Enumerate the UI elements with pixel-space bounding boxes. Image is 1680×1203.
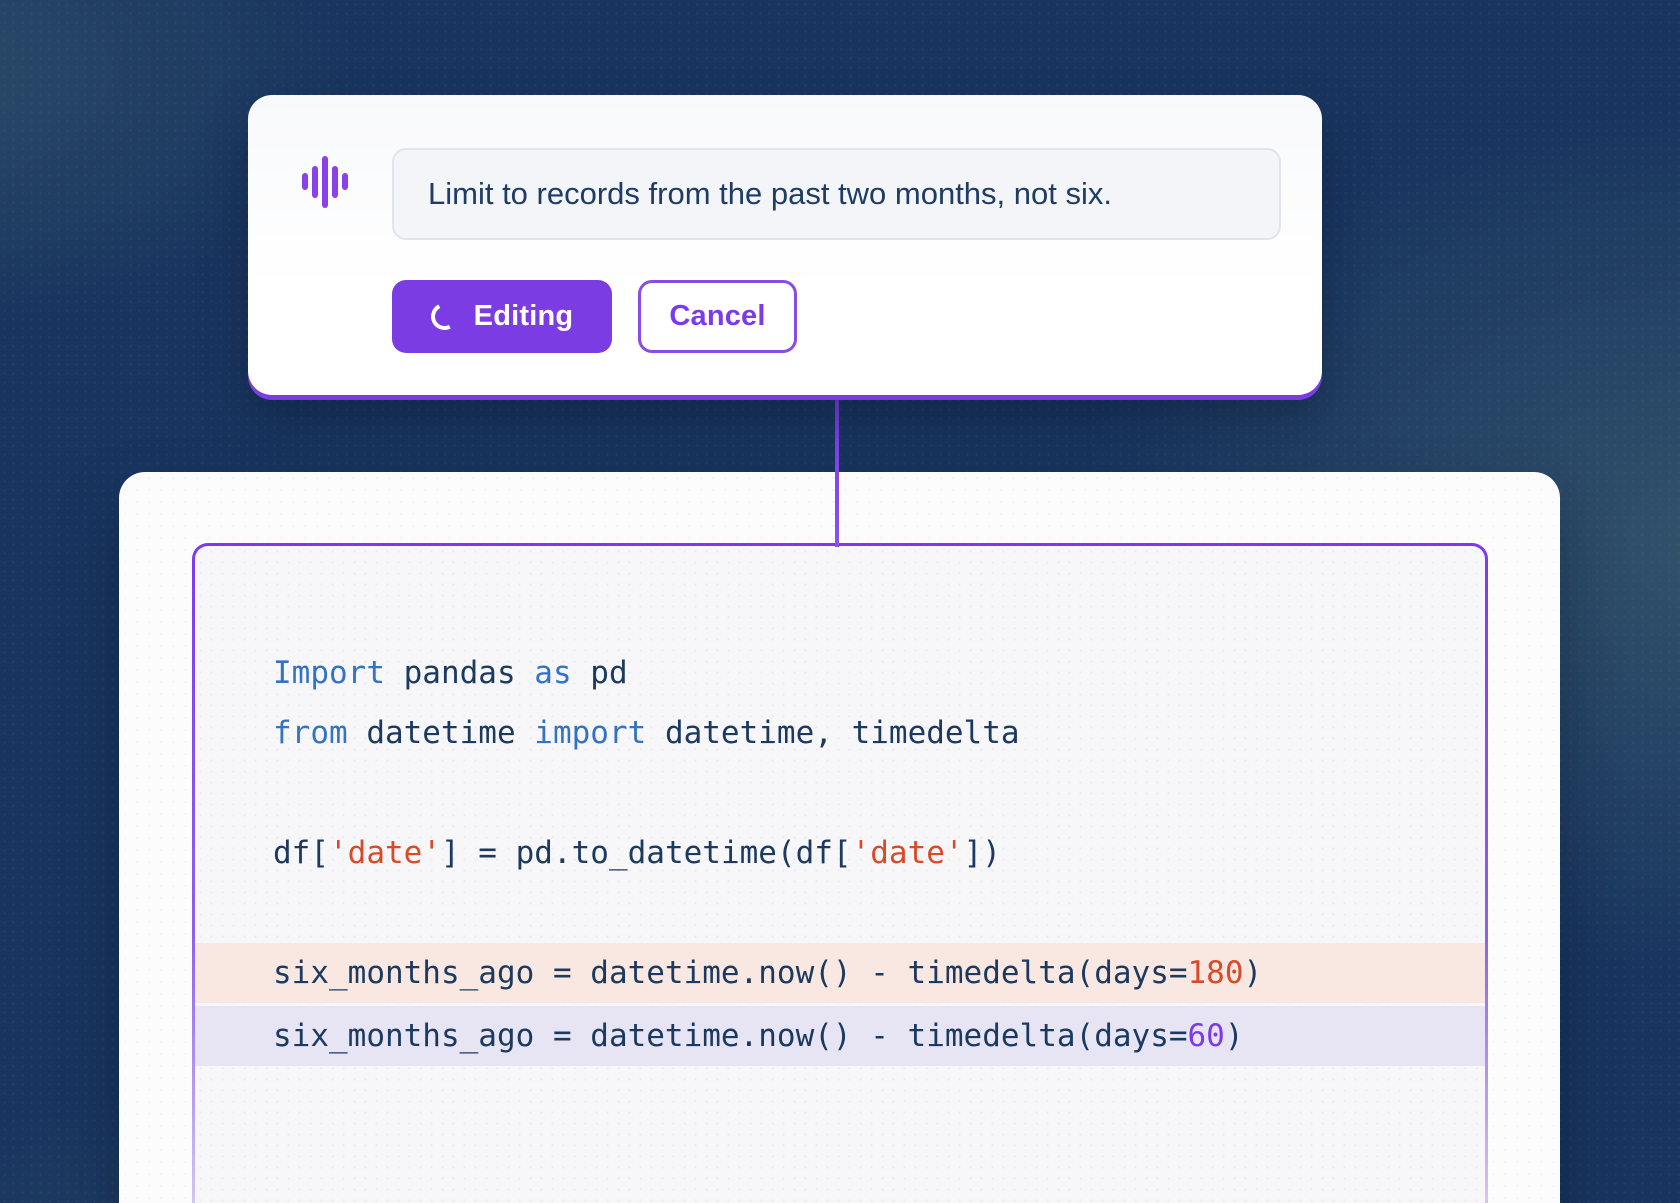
editing-button[interactable]: Editing [392, 280, 612, 353]
code-lines: Import pandas as pd from datetime import … [195, 546, 1485, 1066]
code-line: df['date'] = pd.to_datetime(df['date']) [273, 835, 1001, 871]
voice-command-input[interactable] [392, 148, 1281, 240]
code-line [195, 763, 1485, 823]
waveform-icon [302, 156, 348, 208]
result-card: Import pandas as pd from datetime import … [119, 472, 1560, 1203]
code-line-removed: six_months_ago = datetime.now() - timede… [195, 943, 1485, 1003]
code-line [195, 883, 1485, 943]
button-row: Editing Cancel [392, 280, 797, 353]
editing-button-label: Editing [473, 300, 574, 332]
cancel-button[interactable]: Cancel [638, 280, 797, 353]
code-line: from datetime import datetime, timedelta [273, 715, 1020, 751]
spinner-icon [427, 299, 462, 334]
code-line-added: six_months_ago = datetime.now() - timede… [195, 1006, 1485, 1066]
code-editor-card: Import pandas as pd from datetime import … [192, 543, 1488, 1203]
connector-line [835, 398, 839, 547]
cancel-button-label: Cancel [669, 300, 766, 332]
code-line: Import pandas as pd [273, 655, 628, 691]
voice-command-card: Editing Cancel [248, 95, 1322, 395]
